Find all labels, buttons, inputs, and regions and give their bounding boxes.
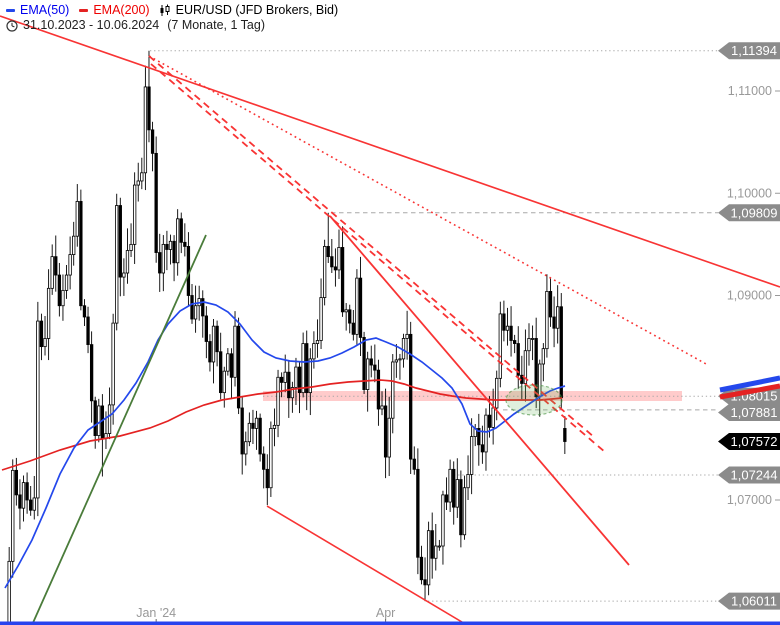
price-badge [718, 466, 780, 484]
lower-channel-line [266, 505, 468, 625]
candles [1, 50, 567, 625]
period-detail-label: (7 Monate, 1 Tag) [167, 18, 265, 32]
resistance-line-upper [0, 15, 780, 288]
current-price-badge [718, 433, 780, 451]
candlestick-icon [158, 4, 171, 17]
svg-text:1,11394: 1,11394 [731, 43, 777, 58]
ema200-label[interactable]: EMA(200) [93, 3, 150, 17]
svg-text:1,07244: 1,07244 [731, 468, 778, 483]
price-badge [718, 404, 780, 421]
ema50-axis-marker [719, 375, 780, 393]
ema-lines [1, 301, 566, 589]
svg-text:1,07000: 1,07000 [727, 493, 772, 507]
legend-indicators-row: EMA(50) EMA(200) EUR/USD (JFD Brokers, B… [6, 3, 338, 18]
price-badge [718, 42, 780, 60]
steep-downtrend-line [329, 215, 630, 566]
highlight [505, 384, 563, 416]
svg-text:Jan '24: Jan '24 [136, 606, 176, 620]
chart-legend: EMA(50) EMA(200) EUR/USD (JFD Brokers, B… [6, 3, 338, 33]
svg-text:1,07881: 1,07881 [731, 405, 778, 420]
ema50-swatch [6, 9, 15, 12]
bottom-scrollbar[interactable] [0, 621, 780, 625]
setup-highlight-ellipse [505, 384, 563, 416]
instrument-title: EUR/USD (JFD Brokers, Bid) [175, 3, 339, 17]
fan-line-dashed-2 [150, 63, 606, 453]
ema50-label[interactable]: EMA(50) [20, 3, 70, 17]
svg-text:1,09000: 1,09000 [727, 289, 772, 303]
price-badge [718, 592, 780, 610]
price-badge [718, 204, 780, 222]
fan-line-dotted [148, 55, 709, 366]
svg-text:1,06011: 1,06011 [731, 594, 777, 609]
ema200-swatch [79, 9, 89, 12]
clock-icon [6, 19, 18, 32]
red-trendlines [0, 15, 780, 625]
svg-text:1,11000: 1,11000 [728, 84, 772, 98]
ema-axis-markers [719, 375, 780, 400]
period-label: 31.10.2023 - 10.06.2024 [23, 18, 160, 32]
fan-line-dashed-1 [148, 55, 595, 438]
y-axis: 1,11000 1,10000 1,09000 1,07000 [727, 84, 780, 507]
ema200-line [1, 379, 563, 471]
green-support-trendline [31, 234, 207, 625]
svg-text:1,10000: 1,10000 [727, 186, 772, 200]
legend-period-row: 31.10.2023 - 10.06.2024 (7 Monate, 1 Tag… [6, 18, 338, 33]
x-axis: Jan '24 Apr [136, 606, 395, 624]
price-badges: 1,113941,098091.080151,078811,075721,072… [718, 42, 780, 610]
svg-text:1,09809: 1,09809 [731, 205, 778, 220]
price-level-lines [150, 50, 718, 602]
support-line [31, 234, 207, 625]
svg-text:Apr: Apr [376, 606, 395, 620]
svg-text:1,07572: 1,07572 [731, 434, 778, 449]
price-badge [718, 387, 780, 405]
ema200-axis-marker [719, 383, 780, 400]
ema50-line [4, 301, 566, 589]
